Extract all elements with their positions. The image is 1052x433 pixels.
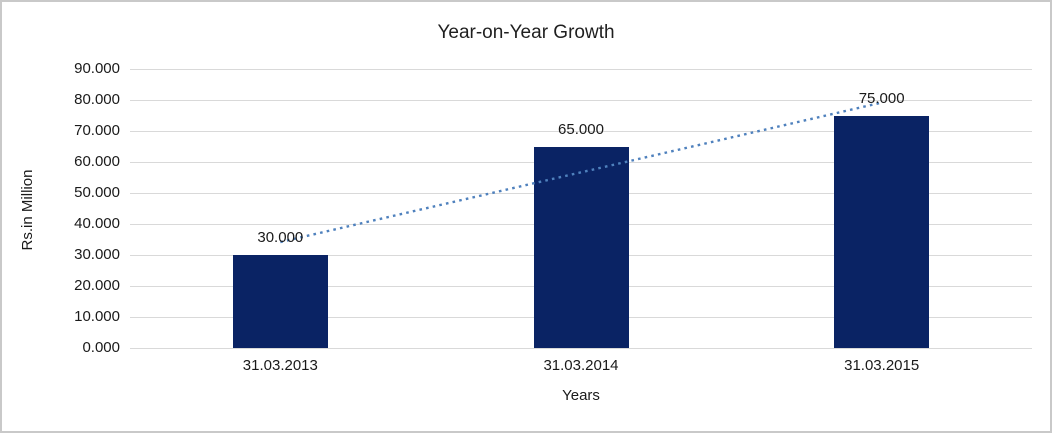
y-axis-title: Rs.in Million: [19, 169, 36, 251]
chart-title: Year-on-Year Growth: [437, 22, 615, 43]
y-tick-label: 10.000: [74, 308, 120, 325]
bar: [834, 115, 930, 348]
y-tick-label: 50.000: [74, 184, 120, 201]
y-tick-label: 30.000: [74, 246, 120, 263]
gridline: [130, 99, 1032, 101]
data-label: 75.000: [858, 89, 905, 107]
y-tick-label: 80.000: [74, 91, 120, 108]
y-tick-label: 60.000: [74, 153, 120, 170]
gridline: [130, 347, 1032, 349]
y-tick-label: 20.000: [74, 277, 120, 294]
y-tick-label: 70.000: [74, 122, 120, 139]
category-label: 31.03.2014: [543, 357, 619, 374]
plot-area: 30.000 65.000 75.000: [130, 69, 1032, 349]
data-label: 65.000: [558, 120, 604, 138]
y-tick-label: 40.000: [74, 215, 120, 232]
trendline: [280, 101, 882, 244]
gridline: [130, 130, 1032, 132]
bar: [232, 255, 328, 348]
category-label: 31.03.2015: [844, 357, 920, 374]
category-label: 31.03.2013: [242, 357, 318, 374]
x-axis-title: Years: [562, 387, 600, 404]
y-tick-label: 0.000: [82, 339, 120, 356]
bar: [533, 146, 629, 348]
y-tick-label: 90.000: [74, 60, 120, 77]
gridline: [130, 69, 1032, 70]
data-label: 30.000: [257, 229, 304, 246]
